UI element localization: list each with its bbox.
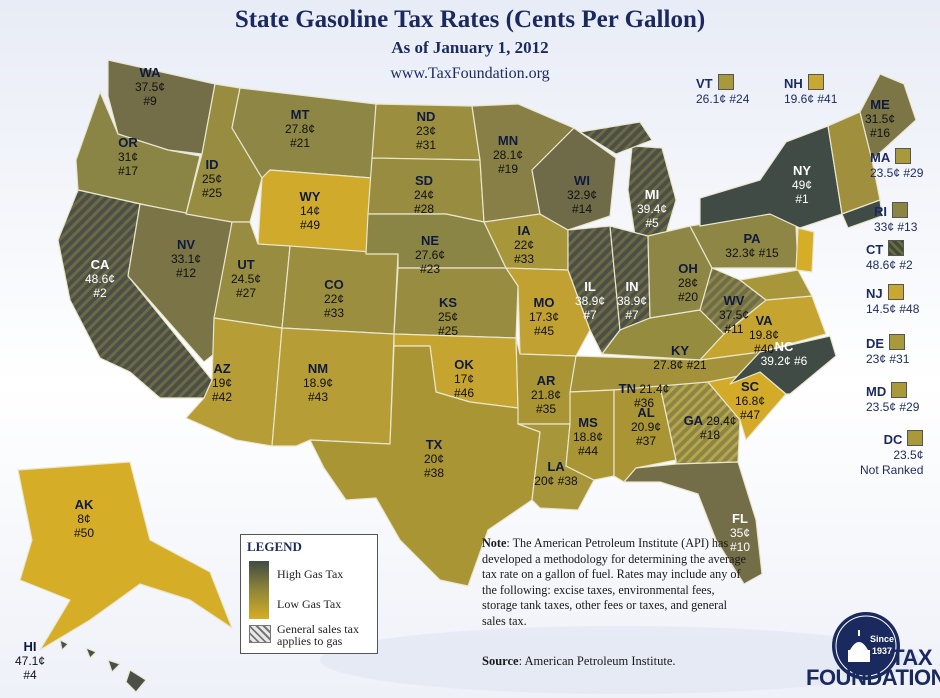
side-ma: MA 23.5¢ #29 <box>870 148 924 180</box>
state-me <box>859 73 917 161</box>
tax-foundation-wordmark: TAX FOUNDATION <box>806 645 940 690</box>
label-mi: MI 39.4¢ #5 <box>636 187 668 231</box>
website-link[interactable]: www.TaxFoundation.org <box>390 65 550 82</box>
label-oh: OH 28¢ #20 <box>677 261 699 305</box>
legend-hatch-swatch <box>249 625 271 643</box>
label-ms: MS 18.8¢ #44 <box>572 415 604 459</box>
legend-gradient <box>249 561 269 619</box>
label-me: ME 31.5¢ #16 <box>864 97 896 141</box>
logo-year: 1937 <box>872 646 892 656</box>
state-ct-ri <box>841 199 883 229</box>
label-ak: AK 8¢ #50 <box>73 497 95 541</box>
label-wi: WI 32.9¢ #14 <box>566 173 598 217</box>
label-ny: NY 49¢ #1 <box>791 163 813 207</box>
label-ok: OK 17¢ #46 <box>453 357 475 401</box>
side-dc: DC 23.5¢ Not Ranked <box>860 430 924 477</box>
label-al: AL 20.9¢ #37 <box>630 405 662 449</box>
label-mt: MT 27.8¢ #21 <box>284 107 316 151</box>
label-nm: NM 18.9¢ #43 <box>302 361 334 405</box>
label-id: ID 25¢ #25 <box>201 157 223 201</box>
state-tx <box>309 345 541 587</box>
side-vt: VT 26.1¢ #24 <box>696 74 750 106</box>
side-nh: NH 19.6¢ #41 <box>784 74 838 106</box>
label-wy: WY 14¢ #49 <box>299 189 321 233</box>
state-wi <box>531 127 617 231</box>
label-va: VA 19.8¢ #40 <box>748 313 780 357</box>
label-pa: PA 32.3¢ #15 <box>725 231 779 261</box>
map-subtitle: As of January 1, 2012 <box>391 38 549 57</box>
label-ks: KS 25¢ #25 <box>437 295 459 339</box>
state-or <box>75 91 201 215</box>
legend-high: High Gas Tax <box>277 567 344 581</box>
legend-box: LEGEND High Gas Tax Low Gas Tax General … <box>240 534 378 654</box>
label-mo: MO 17.3¢ #45 <box>528 295 560 339</box>
label-wa: WA 37.5¢ #9 <box>134 65 166 109</box>
label-in: IN 38.9¢ #7 <box>616 279 648 323</box>
label-ky: KY 27.8¢ #21 <box>653 343 707 373</box>
state-hi <box>59 639 147 693</box>
label-sd: SD 24¢ #28 <box>413 173 435 217</box>
logo-since: Since <box>870 634 894 644</box>
map-title: State Gasoline Tax Rates (Cents Per Gall… <box>234 6 706 33</box>
state-fl <box>623 461 763 585</box>
side-de: DE 23¢ #31 <box>866 334 910 366</box>
label-tx: TX 20¢ #38 <box>423 437 445 481</box>
state-ak <box>17 461 233 651</box>
state-ne-states <box>827 111 881 215</box>
label-ca: CA 48.6¢ #2 <box>84 257 116 301</box>
label-ar: AR 21.8¢ #35 <box>530 373 562 417</box>
side-nj: NJ 14.5¢ #48 <box>866 284 920 316</box>
label-hi: HI 47.1¢ #4 <box>14 639 46 683</box>
label-nv: NV 33.1¢ #12 <box>170 237 202 281</box>
state-ny <box>699 125 843 229</box>
label-az: AZ 19¢ #42 <box>211 361 233 405</box>
label-wv: WV 37.5¢ #11 <box>718 293 750 337</box>
legend-hatch: General sales tax applies to gas <box>277 622 359 648</box>
label-la: LA 20¢ #38 <box>534 459 578 489</box>
label-ne: NE 27.6¢ #23 <box>414 233 446 277</box>
label-nd: ND 23¢ #31 <box>415 109 437 153</box>
legend-low: Low Gas Tax <box>277 597 342 611</box>
legend-title: LEGEND <box>247 539 302 554</box>
side-md: MD 23.5¢ #29 <box>866 382 920 414</box>
state-ks <box>393 267 519 339</box>
tax-foundation-logo-icon: Since 1937 <box>832 612 900 680</box>
label-fl: FL 35¢ #10 <box>729 511 751 555</box>
state-md-de <box>739 269 813 301</box>
label-ut: UT 24.5¢ #27 <box>230 257 262 301</box>
label-sc: SC 16.8¢ #47 <box>734 379 766 423</box>
state-mi-up <box>579 121 653 155</box>
side-ri: RI 33¢ #13 <box>874 202 918 234</box>
label-il: IL 38.9¢ #7 <box>574 279 606 323</box>
label-tn: TN 21.4¢ #36 <box>618 381 670 411</box>
side-ct: CT 48.6¢ #2 <box>866 240 913 272</box>
label-nc: NC 39.2¢ #6 <box>760 339 808 369</box>
label-mn: MN 28.1¢ #19 <box>492 133 524 177</box>
note-text: Note: The American Petroleum Institute (… <box>482 536 746 628</box>
label-or: OR 31¢ #17 <box>117 135 139 179</box>
label-ia: IA 22¢ #33 <box>513 223 535 267</box>
source-text: Source: American Petroleum Institute. <box>482 654 676 668</box>
label-ga: GA 29.4¢ #18 <box>683 413 737 443</box>
state-nj <box>795 227 815 273</box>
label-co: CO 22¢ #33 <box>323 277 345 321</box>
